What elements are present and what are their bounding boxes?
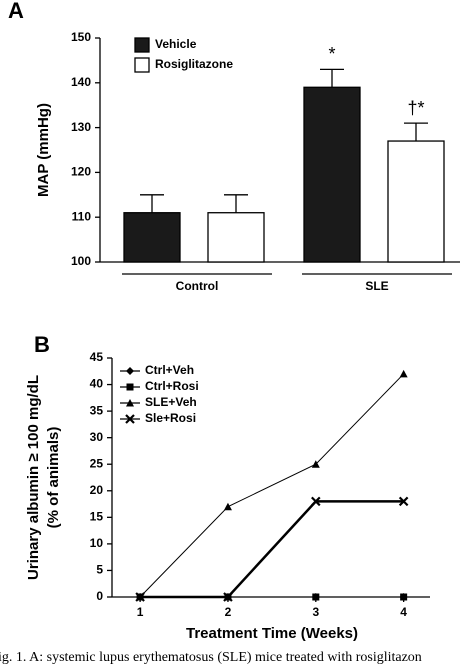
x-tick-label: SLE [365,279,388,293]
point [311,460,320,468]
bar [207,212,265,263]
x-tick-label: 1 [137,605,144,619]
y-axis-label: MAP (mmHg) [35,103,52,197]
annotation: * [328,44,335,64]
legend-label: Sle+Rosi [145,411,196,425]
caption: ig. 1. A: systemic lupus erythematosus (… [0,650,422,665]
y-tick-label: 45 [90,350,104,364]
y-tick-label: 35 [90,403,104,417]
point [135,592,145,602]
bar [303,86,361,263]
bar [387,140,445,263]
point [223,592,233,602]
legend-label: Ctrl+Veh [145,363,194,377]
y-tick-label: 100 [71,254,91,268]
y-tick-label: 20 [90,483,104,497]
y-axis-label: (% of animals) [45,427,62,529]
x-tick-label: Control [176,279,219,293]
point [399,369,408,378]
point [223,502,232,511]
y-tick-label: 110 [72,209,92,223]
legend-marker [125,414,135,424]
annotation: †* [407,98,424,118]
point [311,496,321,507]
point [400,593,408,601]
legend-label: Ctrl+Rosi [145,379,199,393]
point [398,496,409,507]
legend-label: Rosiglitazone [155,57,233,71]
y-tick-label: 10 [90,536,104,550]
legend-swatch [134,37,150,53]
y-tick-label: 130 [71,120,91,134]
y-tick-label: 120 [71,165,91,179]
legend-marker [126,367,134,375]
x-tick-label: 3 [312,605,319,619]
panel-label: A [8,0,24,23]
y-tick-label: 0 [96,589,103,603]
legend-swatch [134,57,150,73]
x-tick-label: 4 [400,605,407,619]
panel-label: B [34,332,50,357]
legend-label: Vehicle [155,37,197,51]
y-tick-label: 40 [90,377,104,391]
y-tick-label: 25 [90,456,104,470]
y-tick-label: 5 [96,563,103,577]
series-line [139,373,405,598]
legend-label: SLE+Veh [145,395,197,409]
legend-marker [126,383,134,391]
x-axis-label: Treatment Time (Weeks) [186,625,358,642]
y-axis-label: Urinary albumin ≥ 100 mg/dL [25,375,42,580]
point [312,593,320,601]
y-tick-label: 140 [71,75,91,89]
bar [123,212,181,263]
legend-marker [126,399,134,407]
y-tick-label: 15 [90,510,104,524]
y-tick-label: 30 [90,430,104,444]
y-tick-label: 150 [71,30,91,44]
series-line [140,500,404,599]
x-tick-label: 2 [225,605,232,619]
